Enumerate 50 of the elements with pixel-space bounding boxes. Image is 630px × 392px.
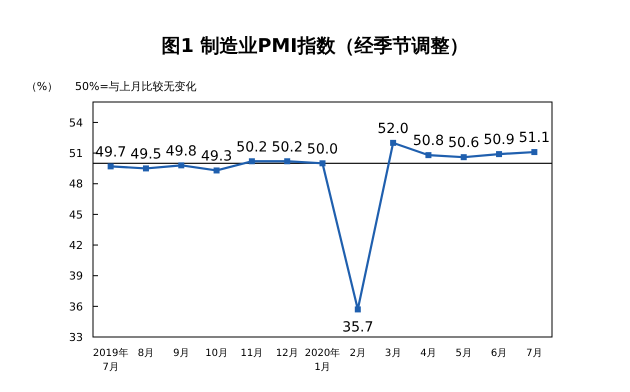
data-label: 50.2	[272, 139, 303, 156]
chart-title: 图1 制造业PMI指数（经季节调整）	[162, 35, 468, 57]
x-tick-label: 2月	[350, 348, 366, 359]
data-label: 50.6	[448, 135, 480, 152]
y-tick-label: 33	[69, 331, 83, 344]
data-label: 50.8	[412, 133, 444, 150]
point	[390, 140, 396, 146]
x-tick-label: 9月	[173, 348, 190, 359]
point	[320, 160, 326, 166]
y-tick-label: 51	[69, 147, 83, 160]
x-tick-label: 11月	[240, 348, 264, 359]
data-label: 49.8	[166, 143, 197, 160]
x-tick-label: 7月	[526, 348, 543, 359]
x-tick-label: 5月	[456, 348, 472, 359]
point	[248, 158, 255, 164]
point	[178, 162, 184, 168]
y-tick-label: 54	[69, 116, 83, 130]
y-tick-label: 45	[69, 208, 83, 222]
data-label: 50.2	[236, 139, 268, 156]
point	[425, 152, 432, 158]
x-tick-label: 2020年 1月	[304, 347, 340, 373]
point	[531, 149, 538, 156]
point	[142, 165, 149, 172]
x-tick-label: 4月	[420, 348, 437, 359]
x-tick-label: 3月	[384, 348, 402, 359]
point	[108, 163, 114, 170]
data-label: 49.7	[95, 144, 126, 160]
point	[284, 158, 290, 164]
text: 50%=与上月比较无变化	[75, 80, 197, 93]
data-label: 51.1	[518, 130, 550, 146]
point	[496, 151, 502, 158]
data-label: 49.5	[130, 146, 162, 162]
x-tick-label: 6月	[490, 348, 508, 359]
data-label: 52.0	[378, 120, 409, 137]
y-tick-label: 42	[69, 239, 83, 252]
data-label: 35.7	[342, 319, 374, 336]
x-tick-label: 2019年 7月	[92, 347, 128, 373]
data-label: 49.3	[200, 148, 232, 164]
x-tick-label: 8月	[138, 348, 154, 359]
y-axis-title: （%）	[26, 80, 58, 93]
y-tick-label: 36	[69, 300, 83, 314]
data-label: 50.0	[306, 141, 338, 158]
point	[214, 167, 220, 174]
x-tick-label: 10月	[205, 348, 228, 359]
point	[354, 306, 361, 312]
y-tick-label: 39	[69, 270, 83, 283]
data-label: 50.9	[483, 132, 515, 148]
y-tick-label: 48	[69, 178, 83, 191]
x-tick-label: 12月	[276, 348, 299, 359]
point	[460, 154, 467, 160]
